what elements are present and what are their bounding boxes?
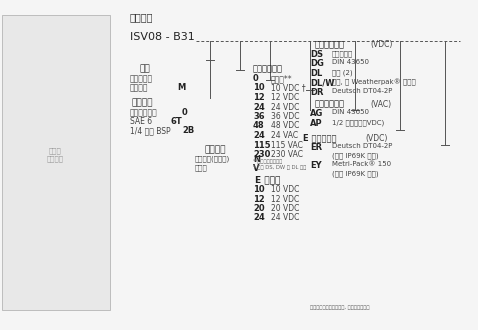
Text: (符合 IP69K 标准): (符合 IP69K 标准) (332, 171, 379, 177)
FancyBboxPatch shape (2, 15, 110, 310)
Text: Metri-Pack® 150: Metri-Pack® 150 (332, 161, 391, 168)
Text: 24 VDC: 24 VDC (271, 214, 299, 222)
Text: EY: EY (310, 161, 322, 171)
Text: ISV08 - B31: ISV08 - B31 (130, 32, 195, 42)
Text: 12: 12 (253, 194, 265, 204)
Text: DIN 43650: DIN 43650 (332, 59, 369, 65)
Text: (VDC): (VDC) (370, 40, 392, 49)
Text: 24 VAC: 24 VAC (271, 131, 298, 140)
Text: 48 VDC: 48 VDC (271, 121, 299, 130)
Text: 丁腈橡胶(标准型): 丁腈橡胶(标准型) (195, 155, 230, 162)
Text: 请使用第二版签约的包括, 请求当地提示。: 请使用第二版签约的包括, 请求当地提示。 (310, 305, 369, 310)
Text: 10: 10 (253, 185, 265, 194)
Text: DL: DL (310, 69, 322, 78)
Text: 24: 24 (253, 131, 265, 140)
Text: 24: 24 (253, 214, 265, 222)
Text: (VAC): (VAC) (370, 100, 391, 109)
Text: 12: 12 (253, 93, 265, 102)
Text: 10 VDC †: 10 VDC † (271, 83, 305, 92)
Text: 115 VAC: 115 VAC (271, 141, 303, 149)
Text: 标准线圈终端: 标准线圈终端 (315, 100, 345, 109)
Text: 230 VAC: 230 VAC (271, 150, 303, 159)
Text: 导线, 带 Weatherpak® 连接器: 导线, 带 Weatherpak® 连接器 (332, 79, 416, 86)
Text: 1/4 英寸 BSP: 1/4 英寸 BSP (130, 126, 171, 135)
Text: **包括标准线圈终端: **包括标准线圈终端 (253, 158, 283, 163)
Text: 20 VDC: 20 VDC (271, 204, 299, 213)
Text: V: V (253, 164, 260, 173)
Text: 20: 20 (253, 204, 265, 213)
Text: (符合 IP69K 标准): (符合 IP69K 标准) (332, 152, 379, 159)
Text: 10: 10 (253, 83, 265, 92)
Text: 10 VDC: 10 VDC (271, 185, 299, 194)
Text: 只订购插装件: 只订购插装件 (130, 108, 158, 117)
Text: Deutsch DT04-2P: Deutsch DT04-2P (332, 144, 392, 149)
Text: 氟橡胶: 氟橡胶 (195, 164, 208, 171)
Text: DS: DS (310, 50, 323, 59)
Text: 36 VDC: 36 VDC (271, 112, 300, 121)
Text: N: N (253, 155, 260, 164)
Text: ER: ER (310, 144, 322, 152)
Text: 230: 230 (253, 150, 271, 159)
Text: 无（空白）: 无（空白） (130, 74, 153, 83)
Text: （阀体
截面图）: （阀体 截面图） (46, 148, 64, 162)
Text: SAE 6: SAE 6 (130, 117, 152, 126)
Text: 48: 48 (253, 121, 265, 130)
Text: 应急手控: 应急手控 (130, 83, 149, 92)
Text: 无线圈**: 无线圈** (271, 74, 293, 83)
Text: M: M (177, 83, 185, 92)
Text: 1/2 英寸导线管VDC): 1/2 英寸导线管VDC) (332, 119, 384, 126)
Text: 2B: 2B (182, 126, 194, 135)
Text: 选件: 选件 (140, 64, 151, 73)
Text: 双扁形接头: 双扁形接头 (332, 50, 353, 57)
Text: 12 VDC: 12 VDC (271, 194, 299, 204)
Text: 标准线圈电压: 标准线圈电压 (253, 64, 283, 73)
Text: 标准线圈终端: 标准线圈终端 (315, 40, 345, 49)
Text: 115: 115 (253, 141, 271, 149)
Text: DL/W: DL/W (310, 79, 335, 87)
Text: 导线 (2): 导线 (2) (332, 69, 353, 76)
Text: 6T: 6T (171, 117, 183, 126)
Text: AG: AG (310, 110, 324, 118)
Text: AP: AP (310, 119, 323, 128)
Text: 密封材料: 密封材料 (204, 145, 226, 154)
Text: DIN 43650: DIN 43650 (332, 110, 369, 115)
Text: 阀块油口: 阀块油口 (131, 98, 153, 107)
Text: 24: 24 (253, 103, 265, 112)
Text: (VDC): (VDC) (365, 134, 387, 143)
Text: E 型线圈: E 型线圈 (255, 175, 281, 184)
Text: Deutsch DT04-2P: Deutsch DT04-2P (332, 88, 392, 94)
Text: 0: 0 (182, 108, 188, 117)
Text: † 仅限 DS, DW 或 DL 终端: † 仅限 DS, DW 或 DL 终端 (253, 164, 306, 170)
Text: DG: DG (310, 59, 324, 69)
Text: 24 VDC: 24 VDC (271, 103, 299, 112)
Text: 订货型号: 订货型号 (130, 12, 153, 22)
Text: 0: 0 (253, 74, 259, 83)
Text: E 型线圈终端: E 型线圈终端 (303, 134, 337, 143)
Text: 12 VDC: 12 VDC (271, 93, 299, 102)
Text: 36: 36 (253, 112, 265, 121)
Text: DR: DR (310, 88, 324, 97)
